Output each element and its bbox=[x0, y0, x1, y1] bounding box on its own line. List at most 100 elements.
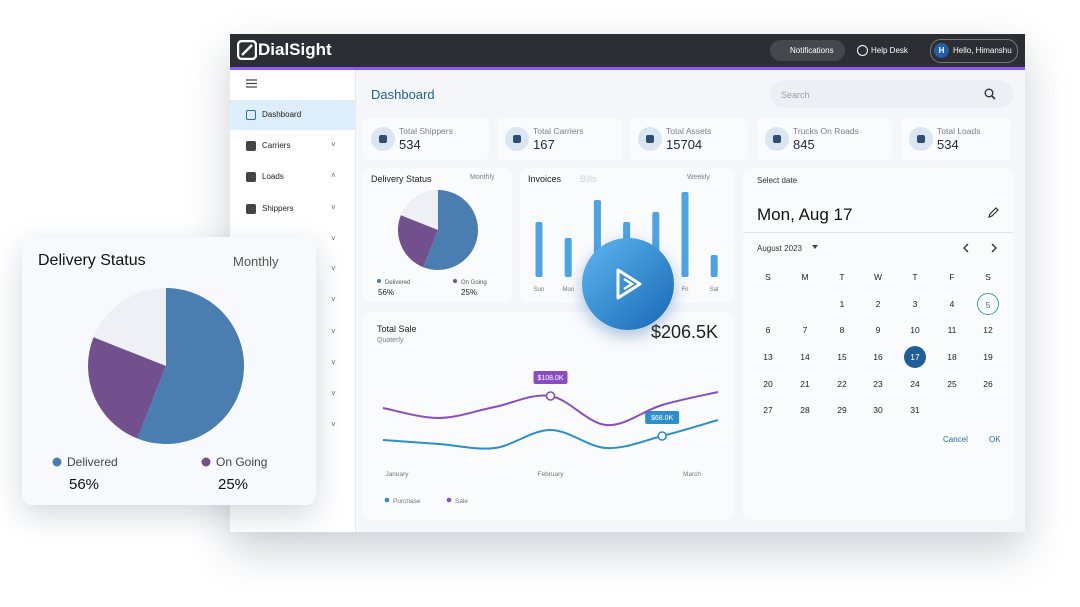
profile-button[interactable] bbox=[930, 39, 1018, 63]
day[interactable]: 9 bbox=[875, 325, 881, 335]
nav-item[interactable]: Shippers bbox=[262, 204, 294, 213]
day[interactable]: 25 bbox=[947, 379, 957, 389]
nav-item[interactable]: Carriers bbox=[262, 141, 291, 150]
stat-value: 534 bbox=[399, 137, 421, 152]
day[interactable]: 15 bbox=[837, 352, 847, 362]
legend-value: 56% bbox=[69, 476, 99, 493]
search-icon[interactable] bbox=[984, 88, 996, 100]
day[interactable]: 4 bbox=[949, 299, 955, 309]
ok-button[interactable]: OK bbox=[989, 435, 1001, 444]
x-tick-label: January bbox=[385, 471, 409, 478]
avatar: H bbox=[934, 43, 949, 58]
weekday: W bbox=[873, 272, 883, 282]
day[interactable]: 13 bbox=[763, 352, 773, 362]
day[interactable]: 17 bbox=[904, 346, 926, 368]
day[interactable]: 26 bbox=[983, 379, 993, 389]
legend-value: 25% bbox=[218, 476, 248, 493]
search-box[interactable] bbox=[770, 80, 1013, 108]
bills-tab[interactable]: Bills bbox=[580, 174, 597, 184]
day[interactable]: 30 bbox=[873, 405, 883, 415]
day[interactable]: 12 bbox=[983, 325, 993, 335]
legend-value: 25% bbox=[461, 288, 477, 297]
total-sale-amount: $206.5K bbox=[651, 322, 719, 342]
play-button[interactable] bbox=[582, 238, 674, 330]
stat-label: Trucks On Roads bbox=[793, 126, 859, 136]
stat-icon-glyph bbox=[513, 135, 521, 143]
day[interactable]: 18 bbox=[947, 352, 957, 362]
search-placeholder: Search bbox=[781, 90, 810, 100]
menu-icon[interactable] bbox=[246, 79, 257, 88]
day[interactable]: 1 bbox=[839, 299, 845, 309]
day[interactable]: 2 bbox=[875, 299, 881, 309]
nav-chevron: ˅ bbox=[331, 203, 336, 212]
nav-chevron: ˅ bbox=[331, 358, 336, 367]
pie-slice bbox=[137, 288, 244, 444]
point bbox=[657, 431, 667, 441]
nav-item[interactable]: Dashboard bbox=[262, 110, 302, 119]
legend-label: Sale bbox=[455, 498, 468, 505]
day[interactable]: 6 bbox=[765, 325, 771, 335]
day[interactable]: 20 bbox=[763, 379, 773, 389]
day[interactable]: 10 bbox=[910, 325, 920, 335]
help-icon bbox=[857, 45, 868, 56]
tooltip-label: $68.0K bbox=[651, 415, 674, 422]
day[interactable]: 8 bbox=[839, 325, 845, 335]
x-tick-label: Mon bbox=[562, 287, 574, 293]
total-sale-period[interactable]: Quaterly bbox=[377, 337, 404, 344]
greeting: Hello, Himanshu bbox=[953, 46, 1012, 55]
day[interactable]: 22 bbox=[837, 379, 847, 389]
brand: DialSight bbox=[258, 40, 332, 59]
day[interactable]: 16 bbox=[873, 352, 883, 362]
bar bbox=[564, 238, 572, 277]
calendar-date: Mon, Aug 17 bbox=[757, 205, 853, 224]
day[interactable]: 11 bbox=[947, 325, 957, 335]
x-tick-label: March bbox=[683, 471, 701, 478]
day[interactable]: 3 bbox=[912, 299, 918, 309]
weekday: S bbox=[765, 272, 771, 282]
legend-label: On Going bbox=[216, 455, 267, 469]
day[interactable]: 28 bbox=[800, 405, 810, 415]
invoices-period[interactable]: Weekly bbox=[687, 174, 710, 181]
notifications-button[interactable]: Notifications bbox=[770, 40, 845, 61]
cancel-button[interactable]: Cancel bbox=[943, 435, 968, 444]
day[interactable]: 5 bbox=[977, 293, 999, 315]
day[interactable]: 29 bbox=[837, 405, 847, 415]
nav-item[interactable]: Loads bbox=[262, 172, 284, 181]
day[interactable]: 24 bbox=[910, 379, 920, 389]
stat-value: 167 bbox=[533, 137, 555, 152]
legend-value: 56% bbox=[378, 288, 394, 297]
day[interactable]: 14 bbox=[800, 352, 810, 362]
play-icon bbox=[616, 268, 642, 300]
calendar-card bbox=[743, 168, 1013, 520]
topbar bbox=[230, 34, 1025, 68]
edit-icon[interactable] bbox=[988, 207, 999, 218]
popup-period[interactable]: Monthly bbox=[233, 254, 279, 269]
nav-icon bbox=[246, 172, 256, 182]
active-nav-highlight bbox=[230, 100, 355, 130]
help-desk-button[interactable]: Help Desk bbox=[871, 46, 908, 55]
stat-label: Total Shippers bbox=[399, 126, 453, 136]
legend-label: Delivered bbox=[67, 455, 118, 469]
day[interactable]: 27 bbox=[763, 405, 773, 415]
stat-icon-glyph bbox=[917, 135, 925, 143]
day[interactable]: 21 bbox=[800, 379, 810, 389]
day[interactable]: 31 bbox=[910, 405, 920, 415]
pie-slice bbox=[423, 190, 479, 270]
popup-title: Delivery Status bbox=[38, 252, 146, 269]
topbar-accent bbox=[230, 67, 1025, 70]
day[interactable]: 19 bbox=[983, 352, 993, 362]
total-sale-title: Total Sale bbox=[377, 324, 417, 334]
legend-dot bbox=[453, 279, 457, 283]
day[interactable]: 23 bbox=[873, 379, 883, 389]
x-tick-label: Sun bbox=[534, 287, 545, 293]
day[interactable]: 7 bbox=[802, 325, 808, 335]
nav-chevron: ˅ bbox=[331, 327, 336, 336]
calendar-month[interactable]: August 2023 bbox=[757, 244, 802, 253]
stat-icon-glyph bbox=[773, 135, 781, 143]
delivery-period[interactable]: Monthly bbox=[470, 174, 495, 181]
month-dropdown-icon[interactable] bbox=[812, 245, 818, 250]
nav-icon bbox=[246, 141, 256, 151]
legend-dot bbox=[377, 279, 381, 283]
month-arrows[interactable] bbox=[962, 243, 998, 253]
